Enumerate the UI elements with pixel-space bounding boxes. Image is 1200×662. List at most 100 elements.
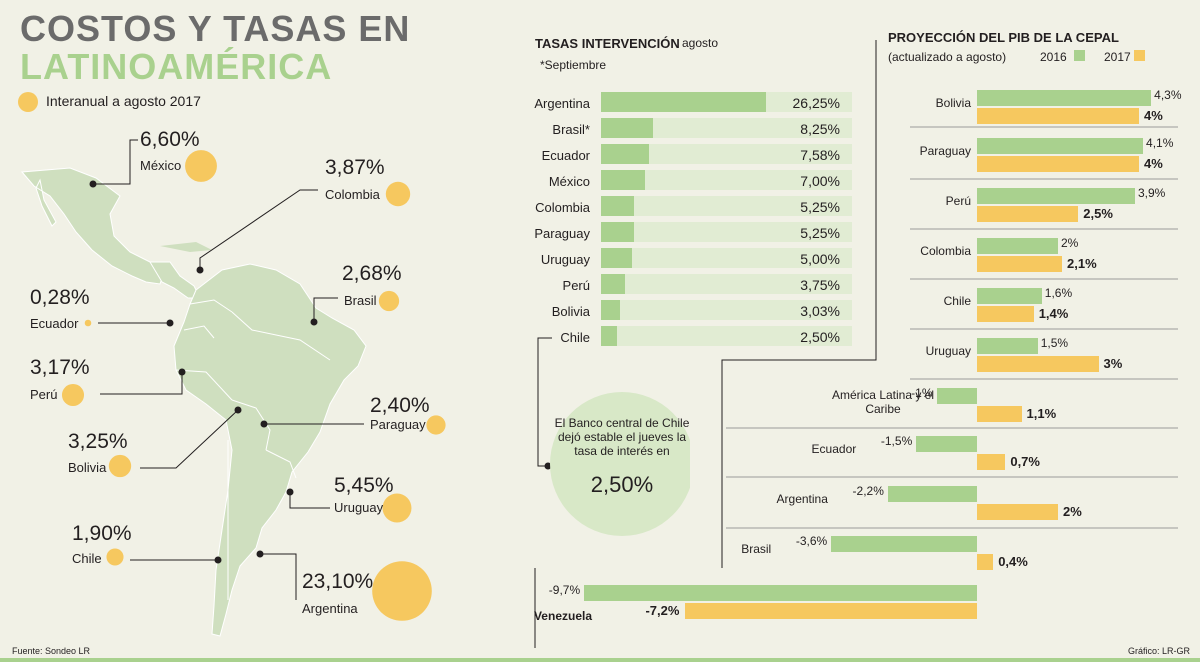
page-title: COSTOS Y TASAS EN xyxy=(20,8,411,49)
mexico-shape xyxy=(20,167,166,285)
pib-label-2017-4: 1,4% xyxy=(1038,306,1069,321)
pib-bar-2017-2 xyxy=(977,206,1079,222)
pib-label-2017-6: 1,1% xyxy=(1026,406,1057,421)
map-pct-argentina: 23,10% xyxy=(302,570,374,593)
map-pct-paraguay: 2,40% xyxy=(370,394,430,417)
pib-bar-2016-3 xyxy=(977,238,1058,254)
rates-title: TASAS INTERVENCIÓN xyxy=(535,36,680,51)
legend-swatch-2016 xyxy=(1074,50,1085,61)
rate-value-8: 3,03% xyxy=(800,303,840,319)
pib-label-2017-3: 2,1% xyxy=(1067,256,1097,271)
rates-note: *Septiembre xyxy=(540,58,607,72)
leader-mexico xyxy=(93,139,138,185)
callout-text: El Banco central de Chile dejó estable e… xyxy=(554,416,690,458)
pib-label-2017-5: 3% xyxy=(1103,356,1123,371)
pib-bar-2016-7 xyxy=(916,436,977,452)
map-name-brasil: Brasil xyxy=(344,293,377,308)
pib-bar-2017-7 xyxy=(977,454,1006,470)
latam-map xyxy=(20,139,446,637)
pib-bar-2017-4 xyxy=(977,306,1034,322)
rate-country-5: Paraguay xyxy=(534,226,590,241)
pib-country-2: Perú xyxy=(945,194,971,208)
rate-track-5 xyxy=(601,222,852,242)
pib-label-2016-4: 1,6% xyxy=(1044,286,1073,300)
cuba-shape xyxy=(160,242,212,252)
pib-bar-2017-8 xyxy=(977,504,1058,520)
pib-label-2017-9: 0,4% xyxy=(998,554,1028,569)
map-name-paraguay: Paraguay xyxy=(370,417,426,432)
rate-value-5: 5,25% xyxy=(800,225,840,241)
pib-label-2017-8: 2% xyxy=(1063,504,1082,519)
map-name-colombia: Colombia xyxy=(325,187,380,202)
pib-label-2016-2: 3,9% xyxy=(1137,186,1166,200)
rate-bar-6 xyxy=(601,248,632,268)
leader-uruguay xyxy=(289,492,330,509)
callout-circle xyxy=(550,392,690,536)
bubble-1 xyxy=(385,181,411,207)
rate-value-3: 7,00% xyxy=(800,173,840,189)
rate-country-9: Chile xyxy=(560,330,590,345)
map-pct-chile: 1,90% xyxy=(72,522,132,545)
pib-bar-2016-5 xyxy=(977,338,1038,354)
rate-bar-3 xyxy=(601,170,645,190)
pib-country-10: Venezuela xyxy=(533,609,592,623)
rate-track-9 xyxy=(601,326,852,346)
pib-country-8: Argentina xyxy=(776,492,828,506)
map-name-ecuador: Ecuador xyxy=(30,316,79,331)
pib-bar-2017-3 xyxy=(977,256,1063,272)
pib-legend-2017: 2017 xyxy=(1104,50,1131,64)
pib-country-1: Paraguay xyxy=(919,144,971,158)
pib-label-2016-3: 2% xyxy=(1061,236,1079,250)
leader-argentina xyxy=(260,553,297,600)
rate-track-8 xyxy=(601,300,852,320)
legend-dot-icon xyxy=(18,92,38,112)
pib-label-2017-1: 4% xyxy=(1144,156,1163,171)
pib-bar-2017-10 xyxy=(685,603,977,619)
pib-bar-2017-6 xyxy=(977,406,1022,422)
map-pct-ecuador: 0,28% xyxy=(30,286,90,309)
location-dots xyxy=(89,180,318,564)
bubble-8 xyxy=(106,548,124,566)
rate-country-2: Ecuador xyxy=(541,148,590,163)
pib-label-2016-5: 1,5% xyxy=(1040,336,1069,350)
pib-country-4: Chile xyxy=(943,294,971,308)
inflation-bubbles xyxy=(61,150,446,621)
pib-country-3: Colombia xyxy=(920,244,971,258)
rate-track-1 xyxy=(601,118,852,138)
bubble-7 xyxy=(382,493,412,523)
leader-lines xyxy=(93,139,364,600)
rate-bar-5 xyxy=(601,222,634,242)
map-pct-brasil: 2,68% xyxy=(342,262,402,285)
pib-bar-2016-4 xyxy=(977,288,1042,304)
pib-title: PROYECCIÓN DEL PIB DE LA CEPAL xyxy=(888,30,1119,45)
rate-value-0: 26,25% xyxy=(792,95,840,111)
rate-country-6: Uruguay xyxy=(540,252,590,267)
rate-track-3 xyxy=(601,170,852,190)
pib-bar-2016-8 xyxy=(887,486,977,502)
rate-country-4: Colombia xyxy=(535,200,590,215)
rate-country-1: Brasil* xyxy=(552,122,590,137)
pib-label-2017-7: 0,7% xyxy=(1010,454,1040,469)
rate-bar-0 xyxy=(601,92,766,112)
map-pct-mexico: 6,60% xyxy=(140,128,200,151)
pib-country-7: Ecuador xyxy=(811,442,857,456)
pib-label-2017-2: 2,5% xyxy=(1083,206,1113,221)
callout-connector xyxy=(537,337,690,536)
bubble-5 xyxy=(426,415,446,435)
pib-country-5: Uruguay xyxy=(925,344,971,358)
pib-bar-2016-9 xyxy=(831,536,977,552)
map-pct-colombia: 3,87% xyxy=(325,156,385,179)
pib-legend-2016: 2016 xyxy=(1040,50,1067,64)
pib-country-9: Brasil xyxy=(741,542,772,556)
pib-label-2016-0: 4,3% xyxy=(1154,88,1182,102)
rate-bar-1 xyxy=(601,118,653,138)
pib-country-6: América Latina y el Caribe xyxy=(831,388,935,416)
rate-value-7: 3,75% xyxy=(800,277,840,293)
pib-bar-2016-6 xyxy=(936,388,977,404)
pib-bar-2016-1 xyxy=(977,138,1144,154)
legend-swatch-2017 xyxy=(1134,50,1145,61)
rate-value-6: 5,00% xyxy=(800,251,840,267)
map-pct-uruguay: 5,45% xyxy=(334,474,394,497)
rates-subtitle: agosto xyxy=(682,36,719,50)
